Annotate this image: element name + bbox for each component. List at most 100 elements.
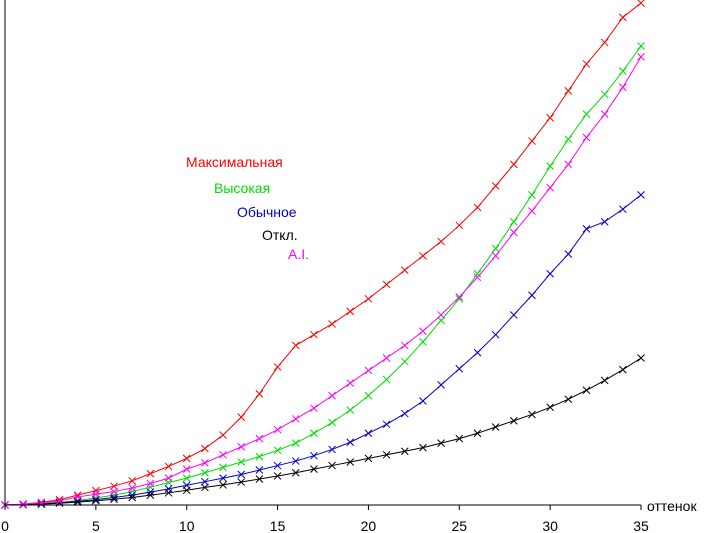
data-point-0-19: [346, 307, 355, 316]
data-point-0-25: [455, 221, 464, 230]
data-point-4-35: [637, 52, 645, 61]
legend-entry-4: A.I.: [288, 246, 309, 262]
data-point-0-33: [600, 38, 609, 47]
data-point-2-22: [400, 409, 409, 418]
data-point-0-5: [92, 486, 100, 495]
data-point-3-20: [364, 454, 373, 463]
data-point-4-27: [491, 251, 500, 260]
data-point-2-17: [310, 451, 318, 460]
data-point-1-10: [182, 474, 191, 482]
data-point-4-31: [564, 160, 573, 169]
x-tick-label-30: 30: [542, 518, 558, 533]
series-layer: [1, 0, 645, 509]
data-point-0-32: [582, 60, 591, 68]
data-point-2-14: [255, 466, 264, 474]
data-point-2-29: [528, 291, 536, 300]
data-point-1-28: [509, 217, 518, 226]
data-point-0-10: [182, 454, 191, 463]
data-point-0-6: [110, 482, 118, 491]
data-point-4-11: [201, 459, 209, 467]
data-point-2-28: [509, 311, 518, 319]
data-point-1-27: [491, 244, 500, 253]
data-point-0-15: [273, 363, 282, 371]
x-tick-label-25: 25: [451, 518, 467, 533]
data-point-4-13: [237, 442, 246, 451]
data-point-1-20: [364, 391, 373, 400]
legend-entry-0: Максимальная: [186, 154, 283, 170]
data-point-4-21: [382, 354, 391, 362]
data-point-3-12: [219, 481, 227, 489]
data-point-4-5: [92, 490, 100, 499]
data-point-3-18: [328, 461, 336, 470]
data-point-4-22: [400, 341, 409, 350]
data-point-3-13: [237, 478, 246, 486]
data-point-3-9: [164, 488, 173, 497]
series-0: [1, 0, 645, 509]
data-point-4-7: [128, 484, 137, 492]
data-point-0-9: [164, 462, 173, 471]
legend: Максимальная Высокая Обычное Откл. A.I.: [186, 154, 309, 262]
data-point-2-30: [546, 269, 554, 278]
data-point-4-30: [546, 183, 554, 192]
data-point-0-17: [310, 330, 318, 339]
data-point-2-35: [637, 190, 645, 199]
data-point-1-18: [328, 418, 336, 427]
data-point-4-28: [509, 228, 518, 237]
data-point-4-32: [582, 133, 591, 142]
data-point-0-12: [219, 431, 227, 439]
data-point-1-23: [419, 337, 427, 346]
data-point-4-17: [310, 404, 318, 413]
data-point-4-18: [328, 391, 336, 400]
data-point-4-24: [437, 311, 445, 319]
data-point-4-14: [255, 434, 264, 443]
data-point-2-12: [219, 474, 227, 482]
data-point-1-12: [219, 463, 227, 472]
data-point-2-31: [564, 250, 573, 258]
data-point-0-11: [201, 444, 209, 453]
data-point-3-30: [546, 403, 554, 412]
data-point-0-28: [509, 160, 518, 169]
series-line-0: [4, 2, 642, 506]
data-point-1-32: [582, 110, 591, 119]
data-point-4-34: [618, 83, 627, 92]
data-point-3-21: [382, 450, 391, 459]
data-point-0-14: [255, 389, 264, 398]
data-point-2-5: [92, 495, 100, 504]
legend-entry-2: Обычное: [237, 204, 297, 220]
data-point-3-7: [128, 493, 137, 502]
data-point-1-14: [255, 452, 264, 461]
data-point-1-33: [600, 90, 609, 99]
data-point-2-24: [437, 381, 445, 389]
x-tick-label-10: 10: [179, 518, 195, 533]
data-point-2-9: [164, 485, 173, 493]
data-point-0-8: [146, 469, 155, 478]
data-point-3-16: [291, 468, 300, 477]
x-tick-label-15: 15: [270, 518, 286, 533]
data-point-4-12: [219, 450, 227, 459]
data-point-4-4: [73, 493, 82, 501]
data-point-4-29: [528, 207, 536, 215]
data-point-3-14: [255, 475, 264, 483]
series-4: [1, 52, 645, 509]
data-point-3-27: [491, 423, 500, 431]
data-point-2-15: [273, 461, 282, 470]
series-line-3: [4, 357, 642, 506]
data-point-1-7: [128, 487, 137, 496]
data-point-2-23: [419, 397, 427, 405]
data-point-4-23: [419, 327, 427, 335]
data-point-3-25: [455, 434, 464, 443]
data-point-2-21: [382, 420, 391, 429]
data-point-0-30: [546, 113, 554, 122]
x-tick-label-5: 5: [92, 518, 100, 533]
data-point-3-34: [618, 365, 627, 374]
data-point-3-2: [37, 500, 46, 508]
data-point-3-23: [419, 443, 427, 452]
series-line-2: [4, 194, 642, 506]
data-point-2-26: [473, 348, 482, 357]
data-point-3-31: [564, 395, 573, 404]
data-point-3-35: [637, 354, 645, 362]
data-point-2-13: [237, 470, 246, 479]
data-point-1-24: [437, 316, 445, 325]
data-point-0-29: [528, 137, 536, 145]
